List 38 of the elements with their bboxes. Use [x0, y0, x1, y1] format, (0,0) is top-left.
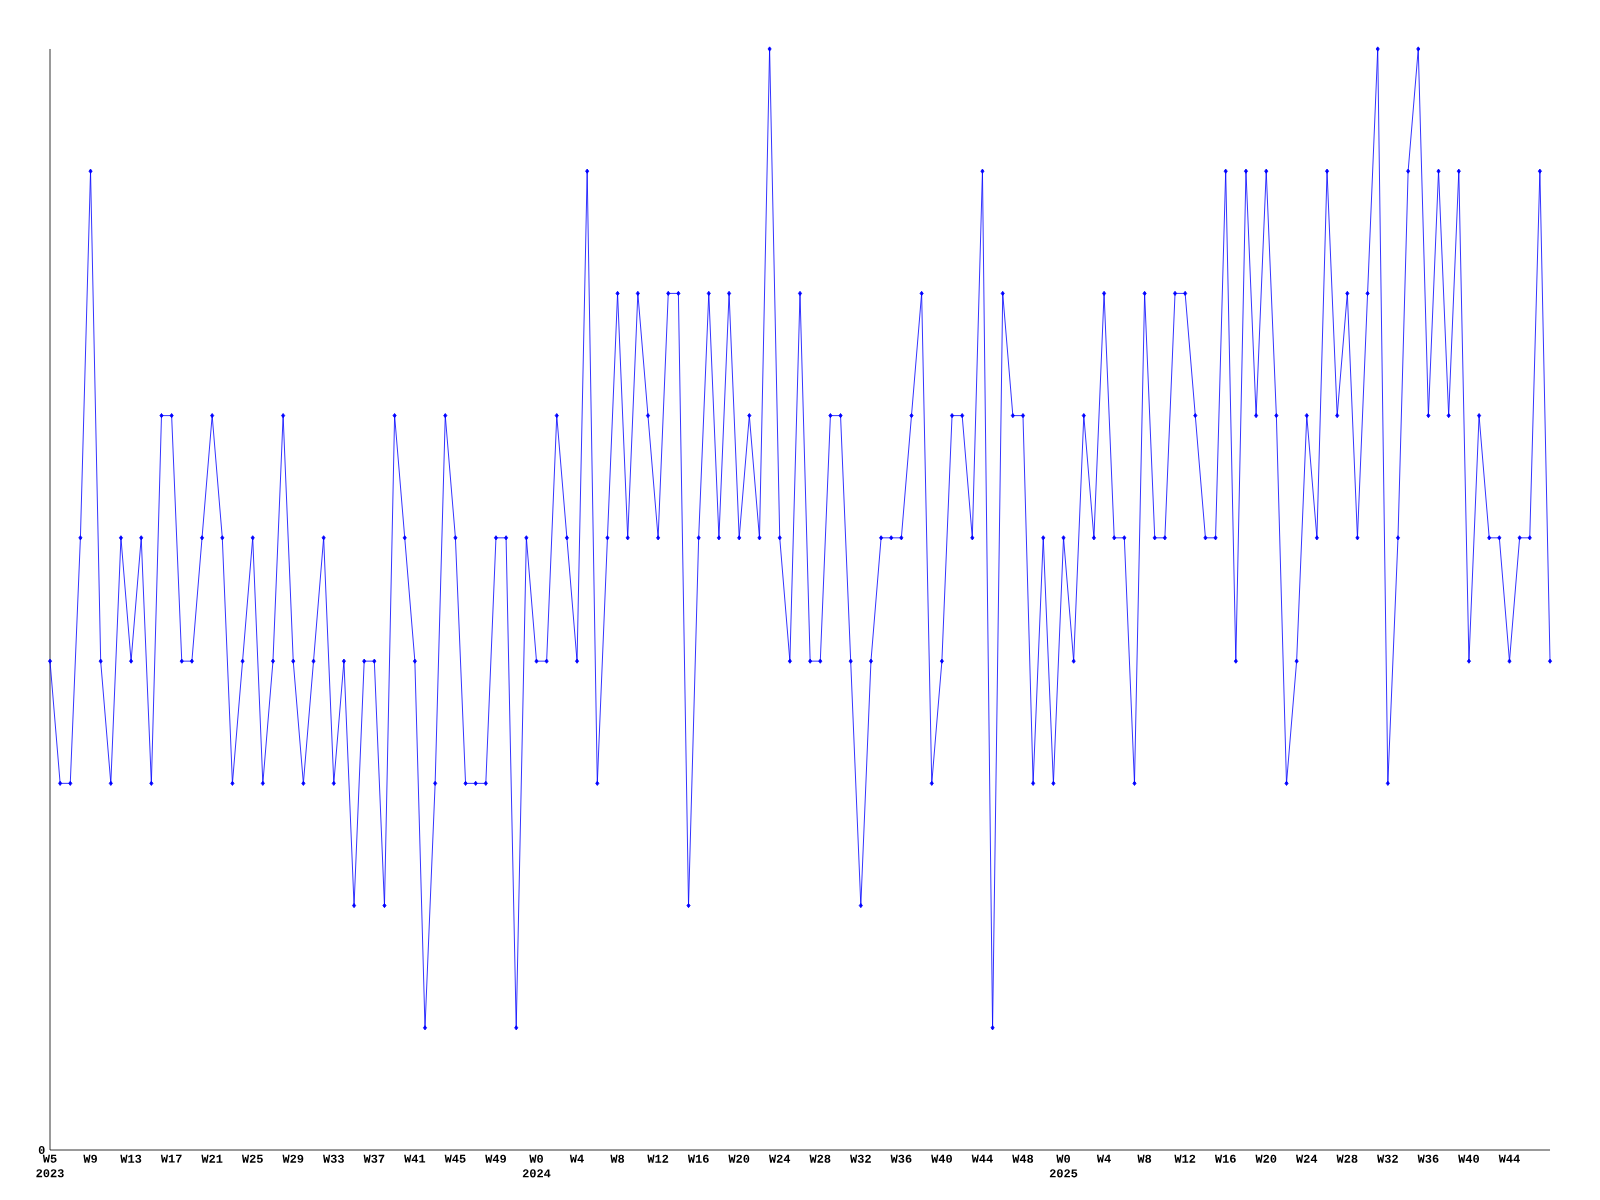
x-tick-label: W0 2024	[522, 1154, 551, 1178]
x-tick-label: W16	[687, 1154, 709, 1163]
text: 0	[38, 1145, 45, 1155]
x-tick-label: W16	[1214, 1154, 1236, 1163]
x-tick-label: W25	[241, 1154, 263, 1163]
x-tick-label: W12	[647, 1154, 669, 1163]
x-tick-label: W20	[1255, 1154, 1277, 1163]
x-tick-label: W21	[201, 1154, 223, 1163]
x-tick-label: W8	[1137, 1154, 1152, 1163]
x-tick-label: W8	[610, 1154, 625, 1163]
x-tick-label: W13	[120, 1154, 142, 1163]
x-tick-label: W29	[282, 1154, 304, 1163]
x-tick-label: W17	[160, 1154, 182, 1163]
x-tick-label: W41	[404, 1154, 426, 1163]
x-tick-label: W4	[1096, 1154, 1111, 1163]
x-tick-label: W40	[931, 1154, 952, 1163]
x-tick-label: W45	[444, 1154, 466, 1163]
x-tick-label: W44	[1498, 1154, 1520, 1163]
x-tick-label: W36	[890, 1154, 912, 1163]
x-tick-label: W24	[1296, 1154, 1318, 1163]
x-tick-label: W12	[1174, 1154, 1196, 1163]
x-tick-label: W32	[1377, 1154, 1398, 1163]
x-tick-label: W5 2023	[36, 1154, 64, 1178]
x-tick-label: W9	[83, 1154, 97, 1163]
x-tick-label: W33	[323, 1154, 344, 1163]
x-tick-label: W37	[363, 1154, 385, 1163]
x-tick-label: W32	[850, 1154, 871, 1163]
x-tick-label: W28	[809, 1154, 831, 1163]
x-tick-label: W48	[1012, 1154, 1034, 1163]
x-tick-label: W20	[728, 1154, 750, 1163]
x-tick-label: W28	[1336, 1154, 1358, 1163]
x-tick-label: W44	[971, 1154, 993, 1163]
x-tick-label: W49	[485, 1154, 506, 1163]
x-tick-label: W4	[569, 1154, 584, 1163]
x-tick-label: W24	[768, 1154, 791, 1163]
x-tick-label: W36	[1417, 1154, 1439, 1163]
x-tick-label: W40	[1458, 1154, 1479, 1163]
x-tick-label: W0 2025	[1049, 1154, 1078, 1178]
